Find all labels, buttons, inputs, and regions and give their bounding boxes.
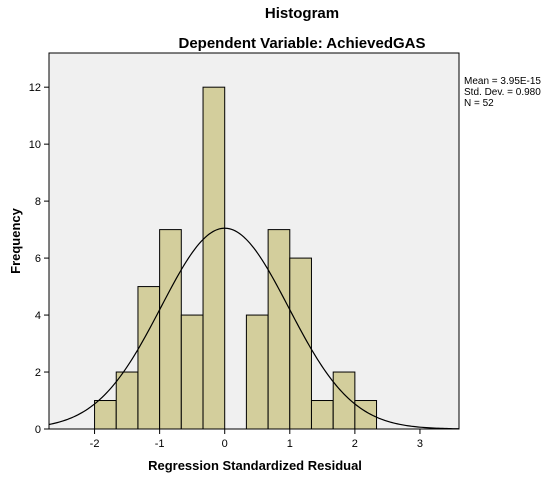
histogram-bar bbox=[202, 86, 226, 430]
histogram-bar bbox=[289, 257, 312, 430]
histogram-bar bbox=[267, 229, 291, 430]
histogram-bar bbox=[115, 371, 139, 430]
x-tick-label: 2 bbox=[352, 438, 358, 450]
histogram-bar bbox=[94, 400, 117, 430]
histogram-bars bbox=[94, 86, 378, 430]
x-axis-ticks: -2 -1 0 1 2 3 bbox=[90, 429, 423, 450]
x-axis-label: Regression Standardized Residual bbox=[148, 458, 362, 473]
y-tick-label: 6 bbox=[35, 253, 41, 265]
histogram-bar bbox=[354, 400, 378, 430]
y-axis-label: Frequency bbox=[8, 207, 23, 274]
histogram-bar bbox=[137, 286, 161, 430]
chart-subtitle: Dependent Variable: AchievedGAS bbox=[178, 35, 425, 52]
y-tick-label: 2 bbox=[35, 367, 41, 379]
y-tick-label: 4 bbox=[35, 310, 41, 322]
x-tick-label: -1 bbox=[155, 438, 165, 450]
y-tick-label: 10 bbox=[29, 139, 41, 151]
histogram-bar bbox=[310, 400, 334, 430]
stats-sd: Std. Dev. = 0.980 bbox=[464, 87, 541, 98]
x-tick-label: -2 bbox=[90, 438, 100, 450]
histogram-bar bbox=[159, 229, 182, 430]
stats-mean: Mean = 3.95E-15 bbox=[464, 76, 541, 87]
chart-title: Histogram bbox=[265, 5, 339, 22]
histogram-bar bbox=[180, 314, 204, 430]
x-tick-label: 0 bbox=[222, 438, 228, 450]
stats-n: N = 52 bbox=[464, 98, 494, 109]
y-axis-ticks: 0 2 4 6 8 10 12 bbox=[29, 82, 49, 436]
x-tick-label: 3 bbox=[417, 438, 423, 450]
histogram-bar bbox=[245, 314, 269, 430]
stats-legend: Mean = 3.95E-15 Std. Dev. = 0.980 N = 52 bbox=[464, 76, 541, 109]
normal-curve bbox=[48, 227, 460, 430]
y-tick-label: 0 bbox=[35, 424, 41, 436]
x-tick-label: 1 bbox=[287, 438, 293, 450]
y-tick-label: 12 bbox=[29, 82, 41, 94]
y-tick-label: 8 bbox=[35, 196, 41, 208]
